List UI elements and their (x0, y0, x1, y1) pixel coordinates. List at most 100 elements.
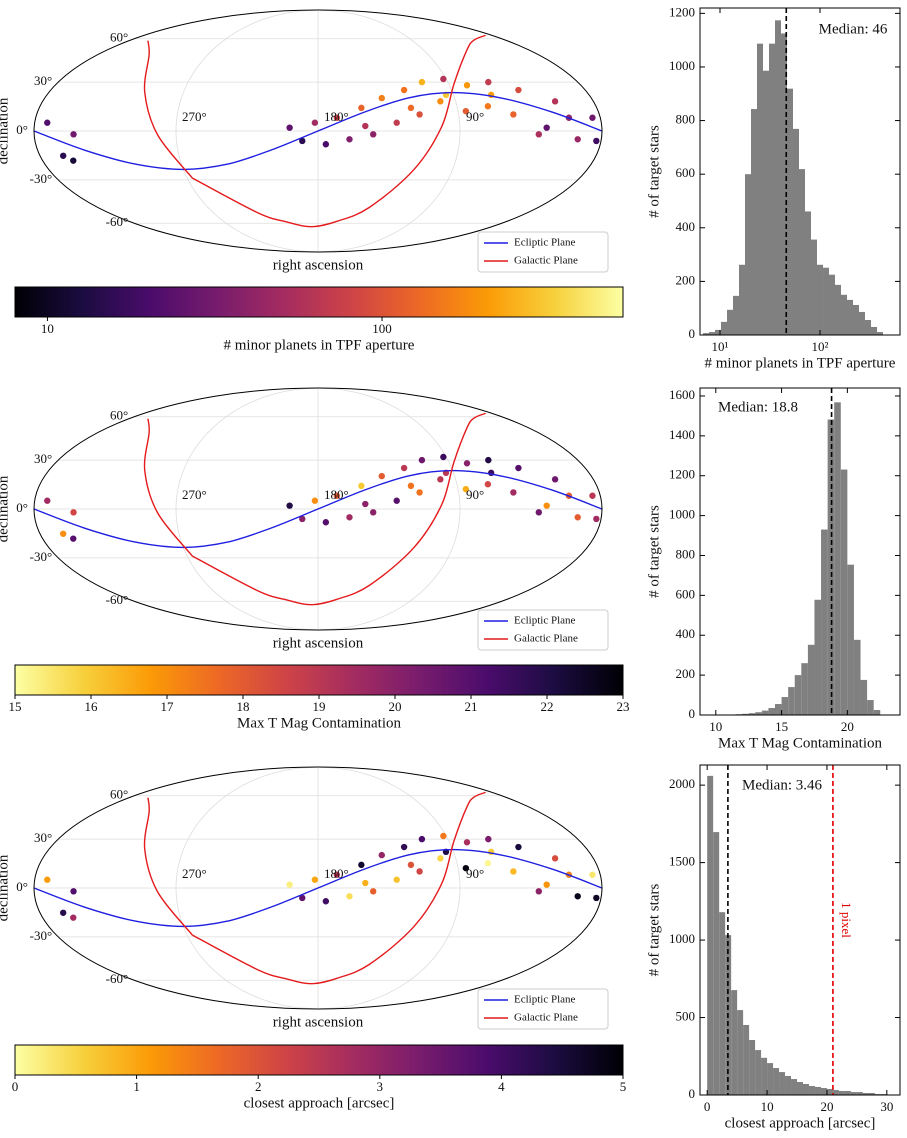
y-axis-label: # of target stars (646, 884, 662, 977)
y-tick-label: 0 (689, 1086, 696, 1101)
legend-box (477, 231, 609, 273)
target-star (484, 860, 492, 867)
y-tick-label: 1000 (669, 58, 695, 73)
target-star (463, 82, 471, 89)
x-axis-label: closest approach [arcsec] (725, 1115, 876, 1131)
bar (731, 990, 738, 1095)
bar (742, 713, 749, 715)
bar (816, 264, 824, 335)
target-star (393, 119, 400, 126)
target-star (333, 114, 341, 121)
target-star (322, 519, 330, 526)
target-star (378, 851, 385, 859)
target-star (370, 509, 377, 516)
bar (763, 70, 769, 336)
colorbar-tick-label: 18 (237, 699, 250, 714)
bar (786, 88, 793, 335)
target-star (485, 78, 492, 86)
target-star (418, 835, 426, 843)
target-star (362, 122, 369, 130)
colorbar-tick-label: 20 (389, 699, 402, 714)
bar (719, 912, 726, 1095)
target-star (551, 855, 559, 862)
bar (755, 712, 762, 715)
annotation: Median: 18.8 (718, 399, 798, 415)
target-star (299, 137, 306, 145)
bar (862, 1092, 869, 1095)
ra-tick-label: 90° (466, 866, 484, 881)
target-star (59, 152, 67, 159)
colorbar-tick-label: 5 (620, 1079, 627, 1094)
bar (826, 1088, 833, 1095)
y-axis-label: declination (0, 97, 11, 164)
target-star (437, 98, 444, 105)
target-star (286, 881, 293, 888)
y-tick-label: 1200 (669, 4, 695, 19)
target-star (70, 509, 77, 516)
y-tick-label: 1200 (669, 467, 695, 482)
target-star (589, 492, 596, 499)
bar (870, 326, 877, 335)
bar (743, 1024, 750, 1095)
target-star (286, 124, 293, 131)
colorbar (14, 664, 624, 696)
colorbar-tick-label: 0 (12, 1079, 19, 1094)
dec-tick-label: -30° (30, 928, 53, 943)
ra-tick-label: 270° (182, 866, 207, 881)
bar (768, 43, 775, 335)
dec-tick-label: 30° (34, 73, 52, 88)
x-tick-label: 30 (880, 1099, 893, 1114)
y-tick-label: 1600 (669, 387, 695, 402)
target-star (286, 502, 293, 509)
target-star (358, 482, 365, 490)
target-star (311, 497, 319, 504)
legend-label: Galactic Plane (514, 1012, 578, 1024)
ra-tick-label: 270° (182, 109, 207, 124)
plane-line (33, 91, 603, 171)
target-star (574, 514, 581, 521)
y-axis-label: # of target stars (646, 505, 662, 598)
y-tick-label: 1500 (669, 854, 695, 869)
target-star (358, 104, 365, 112)
bar (779, 1072, 786, 1095)
target-star (510, 111, 517, 118)
plane-line (143, 791, 486, 985)
target-star (418, 78, 426, 86)
target-star (59, 909, 67, 916)
target-star (70, 914, 77, 921)
target-star (400, 86, 408, 94)
x-tick-label: 20 (841, 719, 854, 734)
target-star (551, 476, 559, 483)
target-star (70, 535, 77, 542)
bar (788, 687, 795, 715)
target-star (484, 103, 492, 110)
target-star (44, 497, 51, 504)
bar (727, 309, 733, 335)
x-tick-label: 10 (709, 719, 722, 734)
colorbar-tick-label: 19 (313, 699, 326, 714)
bar (852, 304, 860, 335)
colorbar-tick-label: 16 (85, 699, 99, 714)
bar (823, 267, 829, 335)
colorbar-tick-label: 3 (377, 1079, 384, 1094)
target-star (393, 876, 400, 883)
target-star (462, 864, 470, 872)
target-star (593, 137, 600, 145)
target-star (333, 871, 341, 878)
bar (814, 599, 822, 715)
target-star (311, 119, 319, 126)
target-star (437, 855, 444, 862)
x-axis-label: right ascension (273, 257, 364, 273)
x-tick-label: 15 (775, 719, 788, 734)
legend-label: Ecliptic Plane (514, 615, 576, 627)
target-star (418, 456, 426, 464)
bar (828, 274, 836, 335)
dec-tick-label: 60° (110, 408, 128, 423)
bar (834, 402, 841, 715)
y-tick-label: 600 (676, 165, 696, 180)
y-tick-label: 200 (676, 272, 696, 287)
ra-tick-label: 180° (324, 487, 349, 502)
target-star (370, 131, 377, 138)
target-star (407, 482, 415, 490)
bar (850, 1092, 857, 1095)
